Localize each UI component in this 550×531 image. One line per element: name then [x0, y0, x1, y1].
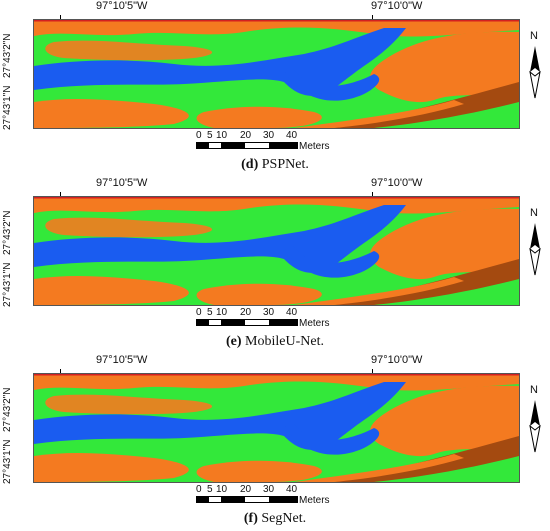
panel-caption: (d) PSPNet.	[241, 157, 309, 172]
scale-unit: Meters	[299, 141, 330, 152]
lon-label-right: 97°10'0"W	[371, 0, 423, 12]
north-arrow: N	[524, 384, 546, 454]
scale-bar: 0 5 10 20 30 40 Meters	[196, 307, 330, 329]
panel-caption: (f) SegNet.	[243, 511, 307, 526]
north-arrow-icon	[529, 46, 541, 99]
north-arrow: N	[524, 30, 546, 100]
scale-graphic	[196, 496, 298, 503]
segmentation-map	[33, 373, 520, 483]
lon-label-right: 97°10'0"W	[371, 354, 423, 366]
lat-label-top: 27°43'2"N	[2, 33, 13, 79]
panel-caption: (e) MobileU-Net.	[226, 334, 324, 349]
lon-label-right: 97°10'0"W	[371, 177, 423, 189]
scale-bar: 0 5 10 20 30 40 Meters	[196, 484, 330, 506]
segmentation-map	[33, 196, 520, 306]
north-arrow-icon	[529, 400, 541, 453]
map-panel-pspnet: 97°10'5"W 97°10'0"W 27°43'2"N 27°43'1"N …	[0, 0, 550, 177]
lat-label-top: 27°43'2"N	[2, 387, 13, 433]
scale-graphic	[196, 142, 298, 149]
lat-label-bottom: 27°43'1"N	[2, 262, 13, 308]
scale-graphic	[196, 319, 298, 326]
lon-label-left: 97°10'5"W	[96, 0, 148, 12]
north-label: N	[530, 384, 538, 396]
lat-label-top: 27°43'2"N	[2, 210, 13, 256]
scale-unit: Meters	[299, 318, 330, 329]
lon-tick	[372, 369, 373, 373]
lon-tick	[60, 15, 61, 19]
map-panel-segnet: 97°10'5"W 97°10'0"W 27°43'2"N 27°43'1"N …	[0, 354, 550, 531]
lat-label-bottom: 27°43'1"N	[2, 85, 13, 131]
scale-unit: Meters	[299, 495, 330, 506]
lon-tick	[372, 192, 373, 196]
lon-tick	[372, 15, 373, 19]
north-arrow: N	[524, 207, 546, 277]
lat-label-bottom: 27°43'1"N	[2, 439, 13, 485]
lon-tick	[60, 192, 61, 196]
north-arrow-icon	[529, 223, 541, 276]
lon-label-left: 97°10'5"W	[96, 354, 148, 366]
scale-bar: 0 5 10 20 30 40 Meters	[196, 130, 330, 152]
segmentation-map	[33, 19, 520, 129]
lon-tick	[60, 369, 61, 373]
north-label: N	[530, 207, 538, 219]
lon-label-left: 97°10'5"W	[96, 177, 148, 189]
map-panel-mobileunet: 97°10'5"W 97°10'0"W 27°43'2"N 27°43'1"N …	[0, 177, 550, 354]
north-label: N	[530, 30, 538, 42]
